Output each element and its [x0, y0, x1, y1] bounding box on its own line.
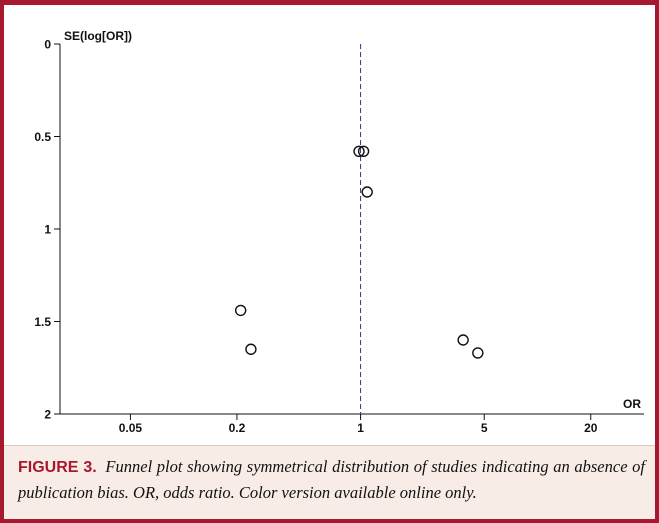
- data-point: [472, 347, 484, 359]
- funnel-plot: 0 0.5 1 1.5 2 0.05 0.2 1 5 20 SE(log[OR]) OR: [34, 29, 644, 436]
- x-tick-label: 5: [481, 421, 488, 435]
- x-tick-label: 1: [357, 421, 364, 435]
- x-tick-label: 0.05: [119, 421, 143, 435]
- data-point: [234, 304, 247, 317]
- data-point: [353, 145, 365, 158]
- y-tick-label: 2: [44, 408, 51, 422]
- y-axis-label: SE(log[OR]): [64, 29, 132, 43]
- x-axis-label: OR: [623, 397, 641, 411]
- y-tick-label: 1.5: [34, 315, 51, 329]
- caption-label: FIGURE 3.: [18, 459, 97, 476]
- y-tick-label: 0: [44, 38, 51, 52]
- data-point: [357, 145, 370, 158]
- data-point: [361, 186, 373, 198]
- axis-ticks: 0 0.5 1 1.5 2 0.05 0.2 1 5 20: [34, 38, 597, 436]
- data-point: [457, 334, 469, 346]
- y-tick-label: 0.5: [34, 130, 51, 144]
- y-tick-label: 1: [44, 223, 51, 237]
- x-tick-label: 0.2: [229, 421, 246, 435]
- data-point: [245, 343, 257, 355]
- x-tick-label: 20: [584, 421, 598, 435]
- plot-axes: [59, 44, 644, 415]
- data-points: [234, 145, 484, 359]
- caption-text: Funnel plot showing symmetrical distribu…: [18, 457, 646, 502]
- figure-caption: FIGURE 3. Funnel plot showing symmetrica…: [4, 445, 655, 519]
